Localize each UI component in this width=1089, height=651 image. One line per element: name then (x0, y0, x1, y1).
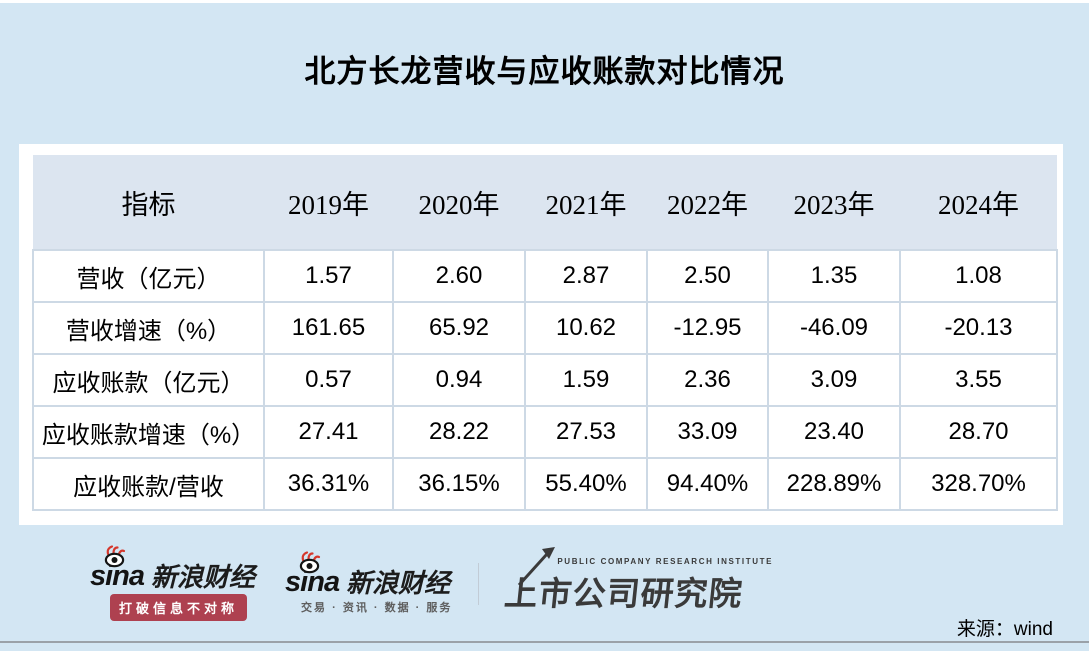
table-cell: 28.70 (899, 405, 1058, 459)
table-row-receivables: 应收账款（亿元） 0.57 0.94 1.59 2.36 3.09 3.55 (32, 353, 1058, 407)
sina-mark: sina (285, 551, 340, 597)
table-cell: 1.59 (524, 353, 648, 407)
row-label: 应收账款（亿元） (32, 353, 265, 407)
top-strip (0, 0, 1089, 3)
research-institute-logo: PUBLIC COMPANY RESEARCH INSTITUTE 上市公司研究… (499, 547, 773, 615)
table-cell: 0.94 (392, 353, 526, 407)
sina-mark: sina (90, 545, 145, 591)
sina-slogan-badge: 打破信息不对称 (110, 594, 248, 621)
sina-eye-icon (104, 545, 126, 568)
institute-title: 上市公司研究院 (503, 575, 746, 612)
sina-services-tagline: 交易 · 资讯 · 数据 · 服务 (301, 602, 453, 614)
column-header-2019: 2019年 (264, 155, 393, 250)
sina-finance-logo-primary: sina 新浪财经 打破信息不对称 (90, 545, 256, 621)
sina-finance-brand-text: 新浪财经 (346, 568, 451, 598)
table-cell: 27.53 (524, 405, 648, 459)
table-cell: 36.31% (263, 457, 394, 511)
source-note: 来源：wind (956, 619, 1053, 640)
column-header-metric: 指标 (33, 155, 264, 250)
table-cell: 94.40% (646, 457, 769, 511)
table-cell: 0.57 (263, 353, 394, 407)
table-cell: -20.13 (899, 301, 1058, 355)
column-header-2023: 2023年 (768, 155, 900, 250)
table-row-receivables-growth: 应收账款增速（%） 27.41 28.22 27.53 33.09 23.40 … (32, 405, 1058, 459)
row-label: 应收账款增速（%） (32, 405, 265, 459)
table-cell: 55.40% (524, 457, 648, 511)
sina-finance-brand-text: 新浪财经 (151, 562, 256, 592)
table-cell: -12.95 (646, 301, 769, 355)
logo-divider (478, 563, 480, 605)
table-cell: 228.89% (767, 457, 901, 511)
data-table: 指标 2019年 2020年 2021年 2022年 2023年 2024年 营… (32, 155, 1058, 511)
sina-eye-icon (299, 551, 321, 574)
table-cell: -46.09 (767, 301, 901, 355)
table-cell: 1.35 (767, 249, 901, 303)
table-cell: 1.08 (899, 249, 1058, 303)
table-cell: 33.09 (646, 405, 769, 459)
institute-subtitle: PUBLIC COMPANY RESEARCH INSTITUTE (557, 557, 773, 566)
bottom-rule (0, 641, 1089, 643)
table-row-revenue-growth: 营收增速（%） 161.65 65.92 10.62 -12.95 -46.09… (32, 301, 1058, 355)
table-cell: 161.65 (263, 301, 394, 355)
table-cell: 3.55 (899, 353, 1058, 407)
table-panel: 指标 2019年 2020年 2021年 2022年 2023年 2024年 营… (19, 144, 1063, 525)
rising-arrow-icon (518, 547, 556, 587)
footer-logos: sina 新浪财经 打破信息不对称 sina 新浪财经 (90, 545, 773, 621)
table-cell: 10.62 (524, 301, 648, 355)
table-header-row: 指标 2019年 2020年 2021年 2022年 2023年 2024年 (33, 155, 1057, 250)
sina-finance-logo-secondary: sina 新浪财经 交易 · 资讯 · 数据 · 服务 (285, 551, 453, 615)
table-cell: 3.09 (767, 353, 901, 407)
table-cell: 36.15% (392, 457, 526, 511)
table-cell: 27.41 (263, 405, 394, 459)
table-row-revenue: 营收（亿元） 1.57 2.60 2.87 2.50 1.35 1.08 (32, 249, 1058, 303)
table-cell: 28.22 (392, 405, 526, 459)
table-cell: 23.40 (767, 405, 901, 459)
column-header-2021: 2021年 (525, 155, 647, 250)
column-header-2024: 2024年 (900, 155, 1057, 250)
table-cell: 1.57 (263, 249, 394, 303)
table-cell: 2.87 (524, 249, 648, 303)
table-cell: 328.70% (899, 457, 1058, 511)
row-label: 应收账款/营收 (32, 457, 265, 511)
table-cell: 2.60 (392, 249, 526, 303)
table-cell: 2.36 (646, 353, 769, 407)
table-cell: 65.92 (392, 301, 526, 355)
column-header-2020: 2020年 (393, 155, 525, 250)
table-cell: 2.50 (646, 249, 769, 303)
column-header-2022: 2022年 (647, 155, 768, 250)
row-label: 营收（亿元） (32, 249, 265, 303)
table-row-receivables-to-revenue: 应收账款/营收 36.31% 36.15% 55.40% 94.40% 228.… (32, 457, 1058, 511)
row-label: 营收增速（%） (32, 301, 265, 355)
page-title: 北方长龙营收与应收账款对比情况 (304, 54, 785, 89)
